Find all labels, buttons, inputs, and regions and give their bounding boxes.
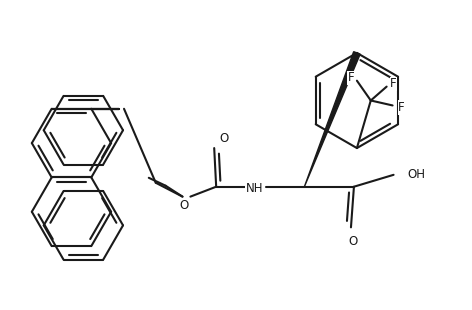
Text: NH: NH [246,182,263,195]
Polygon shape [304,52,360,187]
Text: F: F [390,77,397,90]
Text: F: F [398,101,405,114]
Text: OH: OH [407,168,425,181]
Text: O: O [348,235,358,248]
Text: F: F [348,71,354,84]
Text: O: O [219,132,229,145]
Text: O: O [180,199,189,212]
